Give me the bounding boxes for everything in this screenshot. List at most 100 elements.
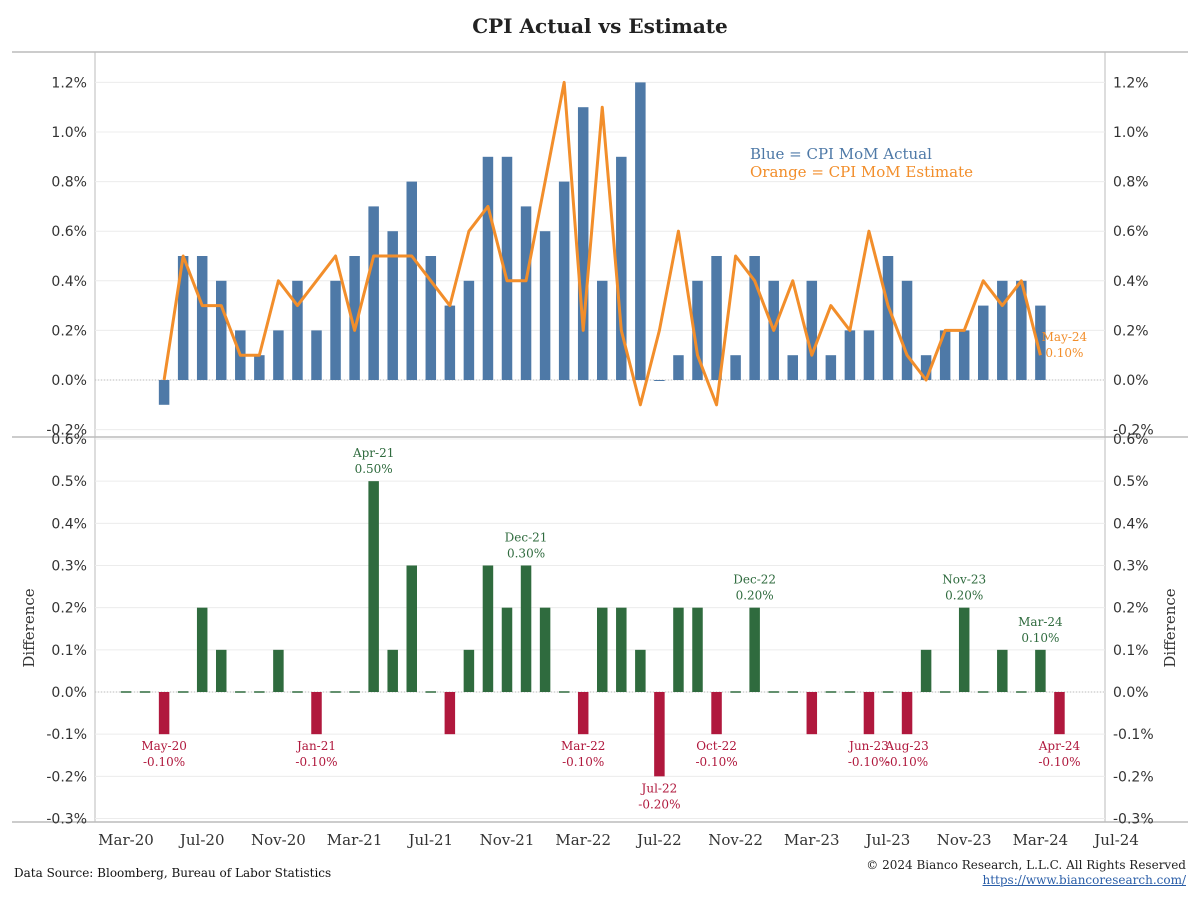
actual-bar xyxy=(1016,280,1027,380)
diff-bar xyxy=(711,692,722,735)
diff-bar xyxy=(635,649,646,692)
diff-bar xyxy=(577,692,589,735)
top-ytick-left: 0.4% xyxy=(51,274,87,290)
top-ytick-right: -0.2% xyxy=(1113,423,1154,439)
top-ytick-right: 0.6% xyxy=(1113,224,1149,240)
top-ytick-left: -0.2% xyxy=(46,423,87,439)
diff-bar xyxy=(1054,692,1065,735)
estimate-line xyxy=(162,80,1042,407)
diff-annotation-value: -0.10% xyxy=(886,755,928,769)
actual-bar xyxy=(216,280,227,380)
bottom-ytick-right: -0.3% xyxy=(1113,812,1154,828)
diff-bar xyxy=(920,649,932,692)
actual-bar xyxy=(1035,305,1046,380)
diff-annotation-label: Dec-22 xyxy=(733,573,776,587)
actual-bar xyxy=(311,330,322,380)
bottom-ytick-right: -0.1% xyxy=(1113,727,1154,743)
diff-bar xyxy=(273,649,284,692)
diff-annotation-label: Mar-24 xyxy=(1018,615,1063,629)
copyright-block: © 2024 Bianco Research, L.L.C. All Right… xyxy=(866,858,1186,888)
bottom-ytick-left: 0.0% xyxy=(51,685,87,701)
actual-bar xyxy=(539,231,551,380)
diff-bar xyxy=(444,692,456,735)
actual-bar xyxy=(730,355,741,380)
diff-annotation-value: 0.30% xyxy=(507,546,545,560)
actual-bar xyxy=(597,280,608,380)
actual-bar xyxy=(482,156,494,380)
actual-bar xyxy=(577,107,589,380)
actual-bar xyxy=(997,280,1008,380)
xtick-label: Jul-22 xyxy=(635,831,682,849)
diff-bar xyxy=(806,692,818,735)
bottom-ytick-left: 0.1% xyxy=(51,643,87,659)
actual-bar xyxy=(520,206,532,380)
diff-annotation-value: -0.10% xyxy=(143,755,185,769)
diff-bar xyxy=(158,692,170,735)
diff-bar xyxy=(482,565,494,692)
top-ytick-right: 1.2% xyxy=(1113,75,1149,91)
actual-bar xyxy=(825,355,837,380)
diff-bar xyxy=(196,607,208,692)
end-annotation-label: May-24 xyxy=(1042,330,1088,344)
diff-annotation-value: 0.50% xyxy=(355,462,393,476)
diff-bar xyxy=(901,692,913,735)
copyright-text: © 2024 Bianco Research, L.L.C. All Right… xyxy=(866,858,1186,872)
bottom-ytick-left: -0.2% xyxy=(46,769,87,785)
end-annotation-value: 0.10% xyxy=(1045,346,1083,360)
actual-bar xyxy=(806,280,818,380)
bottom-ytick-right: 0.2% xyxy=(1113,601,1149,617)
top-ytick-left: 0.6% xyxy=(51,224,87,240)
xtick-label: Nov-23 xyxy=(937,831,992,849)
chart-title: CPI Actual vs Estimate xyxy=(472,14,728,38)
top-ytick-left: 1.2% xyxy=(51,75,87,91)
xtick-label: Nov-22 xyxy=(708,831,763,849)
actual-bar xyxy=(196,256,208,380)
diff-annotation-label: Mar-22 xyxy=(561,739,606,753)
actual-bar xyxy=(749,256,760,380)
actual-bar xyxy=(939,330,951,380)
xtick-label: Jul-20 xyxy=(178,831,225,849)
actual-bar xyxy=(387,231,398,380)
diff-annotation-value: -0.10% xyxy=(1038,755,1080,769)
xtick-label: Mar-21 xyxy=(327,831,383,849)
actual-bar xyxy=(254,355,265,380)
xtick-label: Jul-24 xyxy=(1092,831,1139,849)
diff-bar xyxy=(673,607,684,692)
actual-bar xyxy=(406,181,417,380)
source-link[interactable]: https://www.biancoresearch.com/ xyxy=(982,873,1186,887)
diff-annotation-value: 0.20% xyxy=(945,589,983,603)
xtick-label: Mar-22 xyxy=(555,831,611,849)
diff-annotation-label: Oct-22 xyxy=(696,739,737,753)
bottom-ytick-right: 0.0% xyxy=(1113,685,1149,701)
actual-bar xyxy=(616,156,627,380)
actual-bar xyxy=(444,305,456,380)
diff-bar xyxy=(997,649,1008,692)
diff-bar xyxy=(749,607,760,692)
diff-bar xyxy=(958,607,970,692)
ylabel-left: Difference xyxy=(20,588,38,667)
top-ytick-left: 1.0% xyxy=(51,125,87,141)
diff-bar xyxy=(311,692,322,735)
bottom-ytick-left: 0.6% xyxy=(51,432,87,448)
top-ytick-left: 0.0% xyxy=(51,373,87,389)
bottom-ytick-right: 0.3% xyxy=(1113,558,1149,574)
diff-bar xyxy=(654,692,665,777)
actual-bar xyxy=(673,355,684,380)
bottom-ytick-right: 0.1% xyxy=(1113,643,1149,659)
diff-annotation-label: Jul-22 xyxy=(640,781,678,795)
bottom-ytick-left: -0.3% xyxy=(46,812,87,828)
diff-bar xyxy=(692,607,703,692)
ylabel-right: Difference xyxy=(1161,588,1179,667)
xtick-label: Mar-20 xyxy=(98,831,154,849)
actual-bar xyxy=(292,280,303,380)
top-ytick-right: 0.4% xyxy=(1113,274,1149,290)
diff-annotation-value: -0.20% xyxy=(638,797,680,811)
diff-annotation-label: Jun-23 xyxy=(847,739,889,753)
diff-bar xyxy=(1035,649,1046,692)
bottom-ytick-left: -0.1% xyxy=(46,727,87,743)
actual-bar xyxy=(635,82,646,381)
actual-bar xyxy=(920,355,932,380)
bottom-ytick-left: 0.3% xyxy=(51,558,87,574)
bottom-ytick-right: -0.2% xyxy=(1113,769,1154,785)
